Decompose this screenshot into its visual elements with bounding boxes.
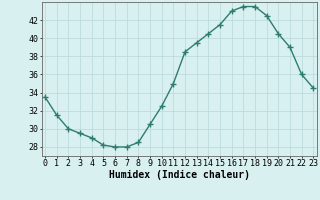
X-axis label: Humidex (Indice chaleur): Humidex (Indice chaleur) xyxy=(109,170,250,180)
